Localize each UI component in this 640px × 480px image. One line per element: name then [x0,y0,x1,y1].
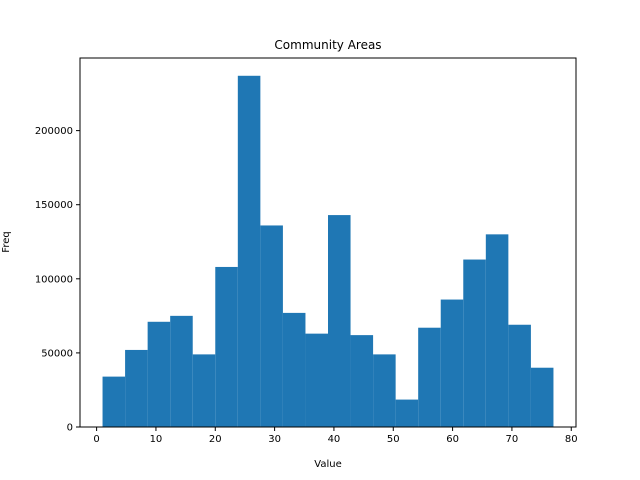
histogram-bar [508,324,531,427]
histogram-bar [395,399,419,427]
histogram-bar [237,75,261,427]
y-tick-label: 50000 [41,348,73,359]
x-tick-label: 50 [387,434,400,445]
plot-frame [79,57,577,428]
x-tick-label: 70 [506,434,519,445]
y-tick-label: 0 [67,423,73,434]
histogram-bar [102,376,126,427]
histogram-bar [282,312,306,427]
histogram-bar [530,367,554,427]
histogram-bar [170,315,193,427]
histogram-bar [215,266,238,427]
chart-title: Community Areas [274,38,381,52]
histogram-bar [440,299,464,427]
x-tick-label: 0 [93,434,99,445]
histogram-bar [485,234,509,427]
y-axis-label: Freq [1,231,12,252]
histogram-bar [147,321,171,427]
x-tick-label: 60 [446,434,459,445]
bars-group [102,75,554,427]
histogram-bar [328,215,351,427]
y-tick-label: 150000 [35,200,73,211]
histogram-bar [305,333,328,427]
histogram-bar [192,354,216,427]
y-tick-label: 100000 [35,274,73,285]
x-axis-ticks: 0 10 20 30 40 50 60 70 80 [93,427,578,445]
histogram-bar [350,335,374,427]
histogram-bar [373,354,396,427]
x-tick-label: 30 [268,434,281,445]
x-tick-label: 10 [150,434,163,445]
y-tick-label: 200000 [35,126,73,137]
x-tick-label: 40 [328,434,341,445]
x-axis-label: Value [314,459,341,470]
x-tick-label: 20 [209,434,222,445]
y-axis-ticks: 0 50000 100000 150000 200000 [35,126,80,434]
histogram-bar [125,349,148,427]
histogram-bar [463,259,486,427]
histogram-bar [260,225,283,427]
x-tick-label: 80 [565,434,578,445]
histogram-bar [418,327,441,427]
